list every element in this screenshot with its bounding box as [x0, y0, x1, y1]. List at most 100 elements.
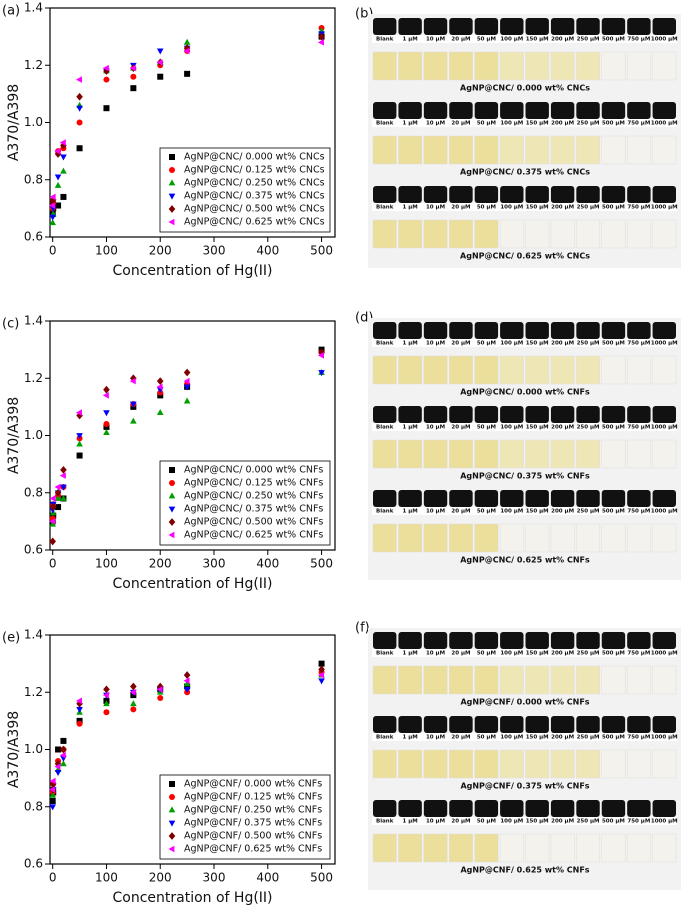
y-tick-label: 0.8: [24, 485, 43, 499]
vial-cap: [474, 322, 499, 339]
vial-label-strip: [524, 507, 550, 515]
vial-liquid: [398, 439, 423, 469]
vial-label: 250 μM: [577, 651, 600, 657]
vial-label-strip: [422, 119, 449, 127]
marker: [60, 745, 67, 754]
x-tick-label: 300: [203, 557, 226, 571]
vial-label-strip: [397, 203, 423, 211]
marker: [60, 494, 67, 501]
vial-label: 1 μM: [402, 735, 417, 741]
vial-liquid: [626, 439, 651, 469]
vial-label-strip: [575, 35, 601, 43]
vial-label: 1000 μM: [651, 121, 678, 127]
marker: [60, 193, 67, 200]
vial-liquid: [499, 51, 524, 81]
vial-liquid: [576, 833, 600, 863]
legend-label: AgNP@CNC/ 0.375 wt% CNFs: [184, 504, 323, 515]
legend-marker: [168, 205, 176, 213]
marker: [54, 763, 61, 770]
vial-label-strip: [397, 507, 423, 515]
vial-cap: [474, 800, 499, 817]
y-axis-title: A370/A398: [6, 711, 22, 788]
marker: [184, 70, 191, 77]
vial-label-strip: [575, 119, 601, 127]
vial-label-strip: [422, 733, 449, 741]
vial-label: 500 μM: [602, 651, 625, 657]
vial-label-strip: [448, 817, 474, 825]
vial-liquid: [576, 51, 600, 81]
vial-label-strip: [651, 119, 677, 127]
legend-label: AgNP@CNC/ 0.250 wt% CNFs: [184, 491, 323, 502]
vial-label: 50 μM: [477, 735, 496, 741]
vial-liquid: [499, 219, 524, 249]
vial-liquid: [550, 749, 575, 779]
vial-label-strip: [600, 35, 627, 43]
y-tick-label: 1.2: [24, 371, 43, 385]
vial-label-strip: [499, 817, 525, 825]
vial-label: 200 μM: [551, 205, 574, 211]
vial-label-strip: [397, 423, 423, 431]
vial-liquid: [626, 665, 651, 695]
vial-label-strip: [524, 119, 550, 127]
x-tick-label: 100: [95, 244, 118, 258]
vial-cap: [550, 186, 575, 203]
vial-liquid: [474, 135, 499, 165]
vial-cap: [449, 18, 473, 35]
vial-caption: AgNP@CNC/ 0.000 wt% CNFs: [460, 388, 590, 397]
marker: [156, 48, 164, 55]
vial-liquid: [499, 355, 524, 385]
vial-cap: [576, 102, 600, 119]
marker: [129, 688, 136, 696]
legend-marker: [169, 154, 175, 160]
vial-label-strip: [422, 35, 449, 43]
marker: [49, 503, 57, 511]
vial-label: 1000 μM: [651, 341, 678, 347]
vial-cap: [576, 490, 600, 507]
vial-liquid: [576, 749, 600, 779]
vial-cap: [423, 102, 448, 119]
vial-label: 150 μM: [526, 735, 549, 741]
marker: [183, 397, 191, 404]
panel-label: (a): [2, 4, 20, 19]
vial-cap: [550, 322, 575, 339]
vial-label: 1000 μM: [651, 205, 678, 211]
vial-label-strip: [448, 423, 474, 431]
marker: [130, 700, 137, 707]
legend-box: [159, 147, 331, 233]
vial-cap: [423, 490, 448, 507]
vial-cap: [576, 632, 600, 649]
marker: [75, 409, 82, 416]
vial-liquid: [576, 135, 600, 165]
marker: [183, 368, 191, 377]
vial-cap: [627, 102, 651, 119]
vial-liquid: [398, 749, 423, 779]
vial-label-strip: [575, 507, 601, 515]
vial-cap: [525, 490, 549, 507]
vial-liquid: [499, 665, 524, 695]
marker: [130, 85, 137, 92]
vial-label-strip: [626, 35, 652, 43]
vial-label: Blank: [376, 735, 394, 741]
vial-label-strip: [549, 817, 576, 825]
vial-label-strip: [600, 507, 627, 515]
vial-label-strip: [626, 423, 652, 431]
marker: [60, 154, 67, 161]
vial-liquid: [423, 833, 448, 863]
vial-label: 500 μM: [602, 37, 625, 43]
vial-cap: [449, 186, 473, 203]
marker: [76, 452, 83, 459]
vial-label-strip: [600, 339, 627, 347]
vial-label: 200 μM: [551, 121, 574, 127]
vial-label: 20 μM: [451, 341, 470, 347]
vial-label-strip: [626, 339, 652, 347]
vial-cap: [449, 716, 473, 733]
vial-label: 500 μM: [602, 735, 625, 741]
vial-liquid: [372, 833, 397, 863]
vial-liquid: [550, 135, 575, 165]
vial-liquid: [652, 439, 677, 469]
vial-label: 750 μM: [627, 37, 650, 43]
vial-liquid: [550, 665, 575, 695]
vial-cap: [576, 322, 600, 339]
vial-liquid: [423, 439, 448, 469]
vial-label-strip: [600, 423, 627, 431]
